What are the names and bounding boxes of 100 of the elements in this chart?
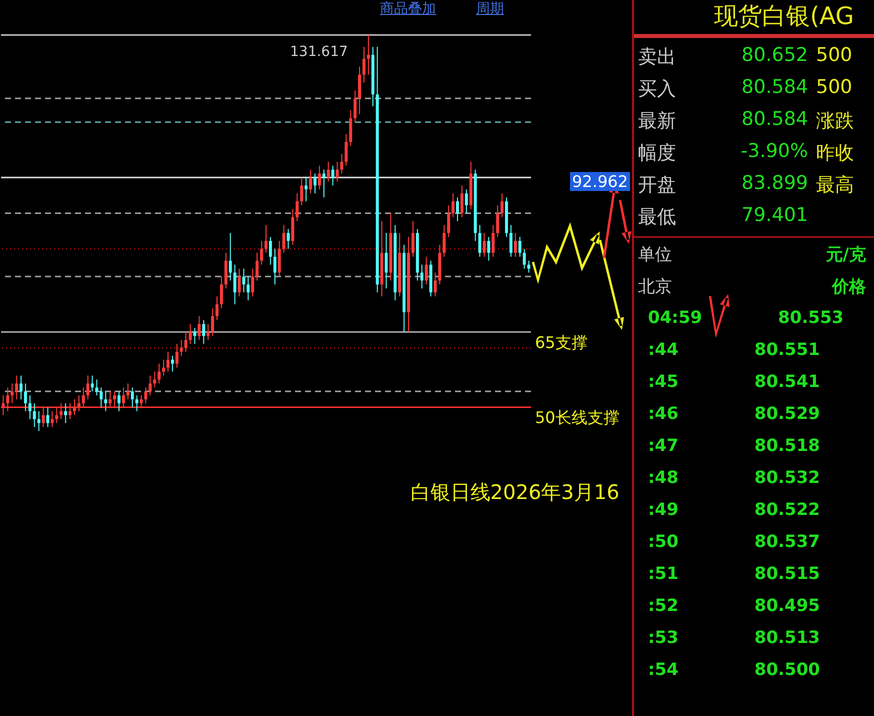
candlestick [15, 375, 18, 400]
candlestick [184, 332, 188, 352]
candlestick [487, 236, 490, 262]
candlestick [344, 134, 348, 166]
candlestick [126, 382, 130, 400]
text: 买入 [638, 77, 677, 102]
text: 79.401 [740, 204, 808, 228]
candlestick [206, 324, 210, 340]
ref-line-label: 65支撑 [535, 333, 588, 352]
candlestick [130, 386, 134, 408]
candlestick [198, 316, 201, 340]
candlestick [313, 173, 316, 194]
candlestick [482, 232, 486, 258]
candlestick [118, 390, 121, 412]
candlestick [362, 46, 366, 84]
candlestick [188, 324, 192, 344]
candlestick [273, 248, 276, 285]
candlestick [442, 224, 446, 258]
text: :52 80.495 [647, 595, 821, 618]
candlestick [447, 204, 450, 238]
candlestick [522, 248, 526, 270]
text: :48 80.532 [647, 467, 821, 490]
candlestick [162, 359, 166, 376]
candlestick [211, 308, 214, 336]
candlestick [100, 386, 103, 408]
candlestick [256, 252, 259, 282]
candlestick [180, 339, 183, 356]
text: 80.652 [740, 44, 808, 68]
text: 北京 [637, 276, 673, 298]
candlestick [309, 169, 312, 194]
candlestick [282, 224, 286, 254]
candlestick [175, 343, 178, 368]
candlestick [90, 375, 94, 392]
candlestick [478, 224, 482, 258]
text: 83.899 [740, 172, 808, 196]
candlestick [166, 351, 170, 372]
text: :44 80.551 [647, 339, 821, 362]
candlestick [514, 232, 517, 258]
text: 现货白银(AG [634, 0, 874, 38]
candlestick [104, 390, 108, 412]
candlestick [358, 66, 362, 115]
candlestick [238, 268, 241, 297]
candlestick [202, 320, 206, 344]
candlestick [420, 264, 424, 289]
candlestick [28, 394, 32, 420]
text: 白银日线2026年3月16 [410, 480, 620, 504]
text: 开盘 [638, 173, 677, 198]
candlestick [411, 220, 414, 258]
text: 卖出 [638, 45, 677, 70]
text: 周期 [476, 0, 504, 18]
annotation: 131.617 [290, 44, 348, 60]
text: :49 80.522 [647, 499, 821, 522]
text: :46 80.529 [647, 403, 821, 426]
candlestick [318, 165, 321, 190]
candlestick [242, 268, 246, 293]
text: :53 80.513 [647, 627, 821, 650]
text: 500 [815, 44, 854, 68]
candlestick [291, 208, 294, 246]
candlestick [464, 188, 468, 214]
candlestick [366, 34, 370, 76]
text: :47 80.518 [647, 435, 821, 458]
candlestick [32, 402, 36, 428]
candlestick [384, 232, 388, 289]
text: 昨收 [815, 141, 855, 166]
candlestick [170, 355, 174, 372]
candlestick [326, 161, 330, 182]
text: 最低 [638, 205, 677, 230]
text: 涨跌 [815, 109, 855, 134]
candlestick [153, 371, 156, 388]
text: 92.962 [570, 172, 630, 191]
text: 商品叠加 [380, 0, 436, 18]
candlestick [224, 252, 228, 289]
candlestick [496, 204, 500, 238]
candlestick [148, 375, 152, 396]
text: 最高 [815, 173, 855, 198]
candlestick [135, 394, 138, 412]
candlestick [228, 232, 232, 282]
candlestick [158, 363, 161, 384]
candlestick [86, 375, 90, 400]
candlestick [452, 192, 455, 218]
candlestick [354, 90, 357, 123]
candlestick [216, 296, 219, 321]
candlestick [492, 224, 495, 258]
candlestick [260, 240, 264, 266]
text: 价格 [830, 276, 867, 298]
candlestick [286, 228, 290, 250]
candlestick [509, 224, 512, 258]
candlestick [331, 165, 334, 186]
candlestick [322, 169, 326, 198]
candlestick [193, 328, 196, 344]
candlestick [434, 272, 437, 297]
candlestick [460, 184, 464, 218]
candlestick [300, 177, 304, 206]
candlestick [527, 260, 530, 274]
candlestick [144, 386, 148, 404]
candlestick [37, 410, 40, 432]
text: :51 80.515 [647, 563, 821, 586]
text: :50 80.537 [647, 531, 821, 554]
candlestick [10, 382, 14, 404]
candlestick [349, 110, 352, 146]
